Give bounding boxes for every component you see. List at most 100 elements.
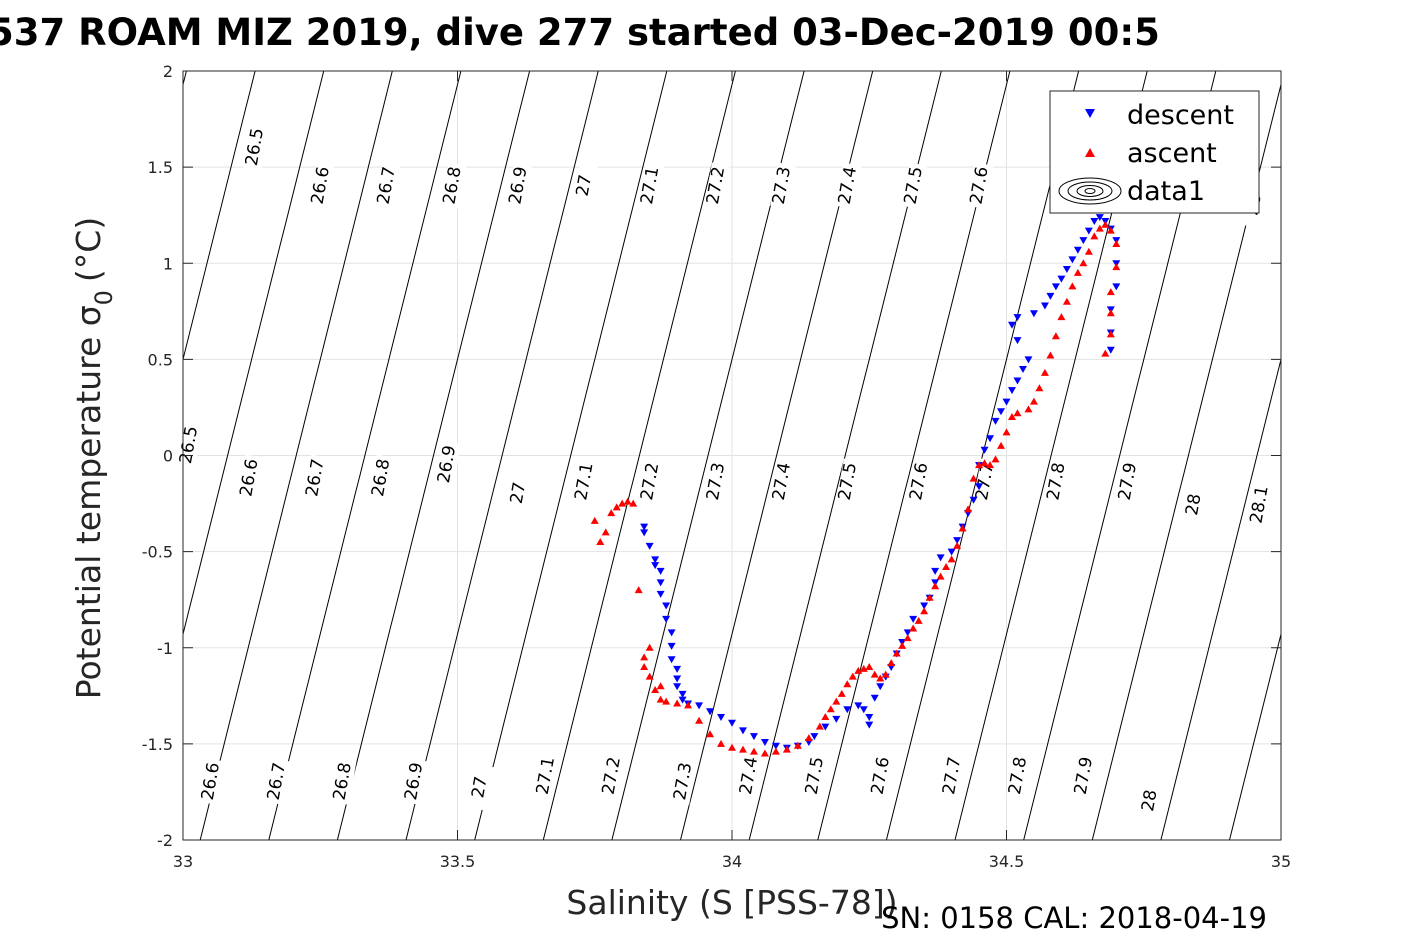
descent-point-78 xyxy=(1079,237,1088,245)
isopycnal-label-mid-9: 27.4 xyxy=(769,458,796,505)
ascent-point-50 xyxy=(925,593,934,601)
descent-point-62 xyxy=(1002,398,1011,406)
descent-point-2 xyxy=(645,542,654,550)
ascent-point-80 xyxy=(1095,224,1104,232)
isopycnal-label-bottom-text-14: 28 xyxy=(1138,788,1161,813)
isopycnal-label-bottom-14: 28 xyxy=(1138,777,1164,825)
legend-descent-label: descent xyxy=(1127,100,1234,131)
ascent-point-0 xyxy=(590,516,599,524)
isopycnal-line-5 xyxy=(268,71,462,840)
ascent-point-24 xyxy=(749,747,758,755)
ascent-point-53 xyxy=(942,563,951,571)
ascent-point-61 xyxy=(986,461,995,469)
descent-point-69 xyxy=(1013,314,1022,322)
descent-point-51 xyxy=(947,548,956,556)
ascent-point-13 xyxy=(651,686,660,694)
ascent-point-76 xyxy=(1073,268,1082,276)
chart-title: 537 ROAM MIZ 2019, dive 277 started 03-D… xyxy=(0,11,1160,54)
descent-point-74 xyxy=(1057,275,1066,283)
ascent-point-1 xyxy=(596,538,605,546)
descent-point-50 xyxy=(936,554,945,562)
series-ascent xyxy=(590,220,1121,757)
ascent-point-68 xyxy=(1029,397,1038,405)
descent-point-9 xyxy=(662,615,671,623)
descent-point-38 xyxy=(870,694,879,702)
ascent-point-26 xyxy=(771,747,780,755)
descent-point-52 xyxy=(953,537,962,545)
isopycnal-line-2 xyxy=(183,71,256,362)
descent-point-14 xyxy=(673,675,682,683)
isopycnal-label-bottom-1: 26.7 xyxy=(264,758,291,805)
ascent-point-67 xyxy=(1024,405,1033,413)
descent-point-24 xyxy=(749,733,758,741)
descent-point-67 xyxy=(1013,337,1022,345)
x-tick-label-4: 35 xyxy=(1271,852,1291,871)
x-tick-label-0: 33 xyxy=(173,852,193,871)
ascent-point-30 xyxy=(815,722,824,730)
descent-point-1 xyxy=(640,529,649,537)
legend-data1-label: data1 xyxy=(1127,176,1205,207)
ascent-point-44 xyxy=(892,649,901,657)
descent-point-12 xyxy=(667,656,676,664)
descent-point-17 xyxy=(678,696,687,704)
x-tick-label-2: 34 xyxy=(722,852,742,871)
isopycnal-line-9 xyxy=(542,71,736,840)
ascent-point-19 xyxy=(695,716,704,724)
ascent-point-71 xyxy=(1046,351,1055,359)
ascent-point-20 xyxy=(706,730,715,738)
descent-point-66 xyxy=(1024,356,1033,364)
ascent-point-40 xyxy=(870,670,879,678)
ascent-point-77 xyxy=(1079,259,1088,267)
isopycnal-label-bottom-text-4: 27 xyxy=(468,775,491,800)
descent-point-16 xyxy=(678,690,687,698)
descent-point-21 xyxy=(717,713,726,721)
ascent-point-54 xyxy=(947,555,956,563)
descent-point-22 xyxy=(728,719,736,727)
isopycnal-label-bottom-8: 27.4 xyxy=(736,752,763,800)
ascent-point-3 xyxy=(607,509,616,517)
descent-point-46 xyxy=(920,602,929,610)
ascent-point-72 xyxy=(1051,332,1060,340)
isopycnal-line-8 xyxy=(474,71,668,840)
isopycnal-line-4 xyxy=(199,71,393,840)
x-axis-label: Salinity (S [PSS-78]) xyxy=(566,883,897,922)
ascent-point-87 xyxy=(1106,330,1115,338)
isopycnal-label-mid-text-5: 27 xyxy=(507,481,530,506)
ascent-point-5 xyxy=(618,499,627,507)
ascent-point-73 xyxy=(1057,313,1066,321)
ascent-point-64 xyxy=(1002,428,1011,436)
ascent-point-25 xyxy=(760,749,769,757)
ascent-point-17 xyxy=(673,699,682,707)
isopycnal-label-bottom-12: 27.8 xyxy=(1005,752,1032,800)
descent-point-64 xyxy=(1013,377,1022,385)
descent-point-60 xyxy=(991,417,1000,425)
isopycnal-label-mid-2: 26.7 xyxy=(302,454,330,502)
isopycnal-label-bottom-2: 26.8 xyxy=(330,758,357,805)
ascent-point-79 xyxy=(1090,232,1099,240)
ascent-point-65 xyxy=(1007,413,1016,421)
ascent-point-46 xyxy=(903,634,912,642)
descent-point-7 xyxy=(656,590,665,598)
axis-ticks: 33 33.5 34 34.5 35 -2 -1.5 -1 -0.5 0 0.5 1 1.5 2 xyxy=(142,62,1291,871)
isopycnal-label-mid-text-15: 28 xyxy=(1182,492,1205,517)
isopycnal-label-top-8: 27.3 xyxy=(769,162,796,209)
y-tick-label-7: 1.5 xyxy=(148,158,173,177)
y-tick-label-8: 2 xyxy=(163,62,173,81)
ascent-point-63 xyxy=(997,441,1006,449)
y-tick-label-4: 0 xyxy=(163,447,173,466)
descent-point-11 xyxy=(667,642,676,650)
isopycnal-label-bottom-4: 27 xyxy=(468,764,494,811)
descent-point-63 xyxy=(1007,387,1016,395)
descent-point-58 xyxy=(980,446,989,454)
ascent-point-78 xyxy=(1084,247,1093,255)
isopycnal-label-mid-16: 28.1 xyxy=(1246,481,1274,529)
descent-point-36 xyxy=(865,713,874,721)
ascent-point-23 xyxy=(738,745,747,753)
y-axis-label: Potential temperature σ0 (°C) xyxy=(69,217,118,699)
ascent-point-56 xyxy=(958,524,967,532)
ascent-point-11 xyxy=(645,643,654,651)
descent-point-89 xyxy=(1106,346,1115,354)
ascent-point-48 xyxy=(914,616,923,624)
ascent-point-88 xyxy=(1101,349,1110,357)
